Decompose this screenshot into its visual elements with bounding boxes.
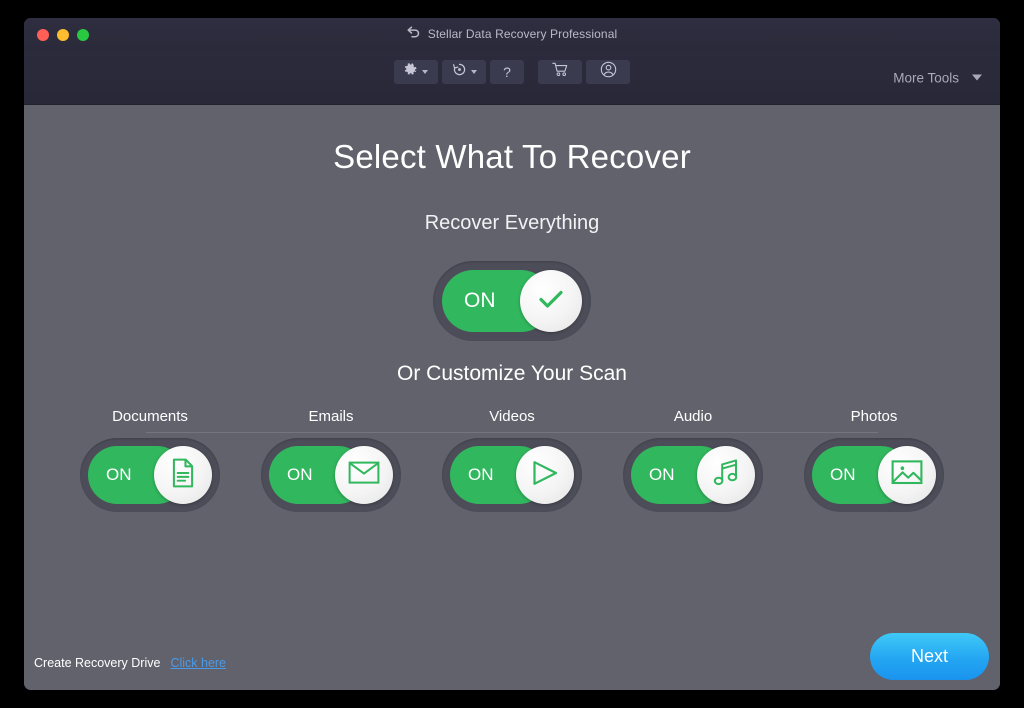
recover-everything-label: Recover Everything: [424, 212, 600, 234]
music-note-icon: [712, 458, 740, 493]
traffic-lights: [37, 29, 89, 41]
title-bar: Stellar Data Recovery Professional: [24, 18, 1000, 51]
toolbar-left-cluster: ?: [394, 60, 524, 84]
customize-scan-label: Or Customize Your Scan: [397, 362, 627, 385]
click-here-link[interactable]: Click here: [170, 656, 227, 670]
chevron-down-icon: [470, 70, 477, 74]
toggle-state-label: ON: [649, 465, 675, 484]
category-documents: Documents ON: [70, 408, 230, 512]
question-mark-icon: ?: [503, 64, 511, 80]
history-clock-icon: [452, 62, 467, 82]
chevron-down-icon: [422, 70, 428, 74]
toggle-knob: [516, 446, 574, 504]
toolbar-right-cluster: [538, 60, 630, 84]
next-button[interactable]: Next: [870, 633, 989, 680]
close-window-button[interactable]: [37, 29, 49, 41]
window-title-text: Stellar Data Recovery Professional: [427, 26, 618, 41]
shopping-cart-icon: [551, 62, 569, 82]
window-title: Stellar Data Recovery Professional: [24, 26, 1000, 41]
gear-icon: [404, 62, 418, 82]
toggle-state-label: ON: [464, 289, 496, 312]
footer: Create Recovery Drive Click here Next: [24, 610, 1000, 690]
toggle-knob: [335, 446, 393, 504]
toggle-state-label: ON: [287, 465, 313, 484]
create-recovery-drive-label: Create Recovery Drive: [34, 656, 161, 670]
history-button[interactable]: [442, 60, 486, 84]
toolbar: ?: [24, 51, 1000, 105]
main-content: Select What To Recover Recover Everythin…: [24, 105, 1000, 690]
account-button[interactable]: [586, 60, 630, 84]
toggle-state-label: ON: [106, 465, 132, 484]
app-window: Stellar Data Recovery Professional: [24, 18, 1000, 690]
more-tools-dropdown[interactable]: More Tools: [893, 70, 982, 85]
document-icon: [169, 458, 197, 493]
category-label: Documents: [112, 408, 188, 425]
section-divider: [146, 432, 878, 433]
category-emails: Emails ON: [251, 408, 411, 512]
category-label: Audio: [673, 408, 713, 425]
toggle-state-label: ON: [468, 465, 494, 484]
toggle-knob: [154, 446, 212, 504]
category-photos: Photos ON: [794, 408, 954, 512]
documents-toggle[interactable]: ON: [80, 438, 220, 512]
chevron-down-icon: [972, 74, 982, 81]
help-button[interactable]: ?: [490, 60, 524, 84]
recover-everything-toggle[interactable]: ON: [433, 261, 591, 341]
page-title: Select What To Recover: [333, 138, 691, 175]
play-triangle-icon: [530, 459, 560, 492]
envelope-icon: [348, 460, 380, 490]
category-videos: Videos ON: [432, 408, 592, 512]
videos-toggle[interactable]: ON: [442, 438, 582, 512]
cart-button[interactable]: [538, 60, 582, 84]
toggle-state-label: ON: [830, 465, 856, 484]
category-label: Videos: [489, 408, 535, 425]
create-recovery-drive: Create Recovery Drive Click here: [34, 656, 226, 670]
toolbar-button-group: ?: [394, 60, 630, 84]
photos-toggle[interactable]: ON: [804, 438, 944, 512]
category-label: Emails: [308, 408, 354, 425]
category-label: Photos: [850, 408, 898, 425]
maximize-window-button[interactable]: [77, 29, 89, 41]
checkmark-icon: [536, 287, 566, 316]
category-toggle-row: Documents ON: [24, 408, 1000, 512]
toggle-knob: [520, 270, 582, 332]
user-account-icon: [600, 61, 617, 83]
image-photo-icon: [891, 459, 923, 491]
undo-arrow-icon: [407, 26, 421, 41]
minimize-window-button[interactable]: [57, 29, 69, 41]
more-tools-label: More Tools: [893, 70, 959, 85]
category-audio: Audio ON: [613, 408, 773, 512]
toggle-knob: [697, 446, 755, 504]
audio-toggle[interactable]: ON: [623, 438, 763, 512]
master-toggle-wrap: ON: [24, 235, 1000, 341]
toggle-knob: [878, 446, 936, 504]
settings-button[interactable]: [394, 60, 438, 84]
emails-toggle[interactable]: ON: [261, 438, 401, 512]
